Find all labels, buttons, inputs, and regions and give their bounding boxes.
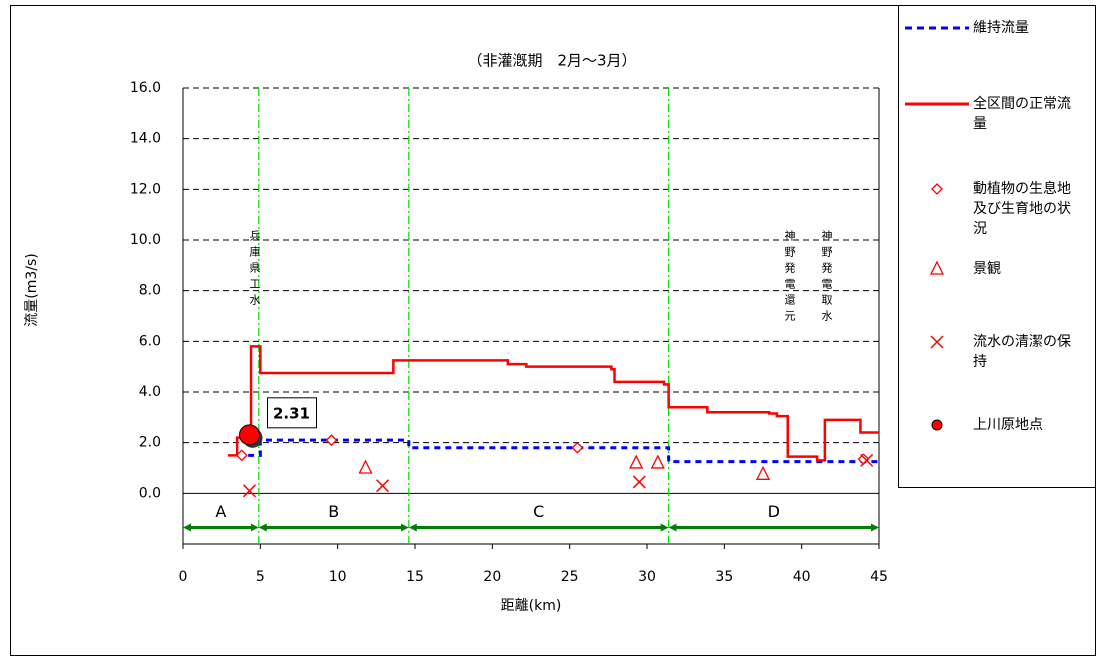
x-tick-label: 10 (329, 569, 347, 585)
x-tick-label: 0 (179, 569, 188, 585)
legend-icon (931, 419, 943, 431)
x-tick-label: 20 (483, 569, 501, 585)
annotation: 神野発電還元 (783, 230, 796, 326)
x-tick-label: 35 (715, 569, 733, 585)
y-tick-label: 8.0 (139, 283, 161, 299)
zone-label: A (215, 502, 226, 521)
legend-label: 景観 (973, 261, 1001, 277)
zone-label: D (768, 502, 780, 521)
legend: 維持流量全区間の正常流量動植物の生息地及び生育地の状況景観流水の清潔の保持上川原… (898, 5, 1096, 488)
annotation: 神野発電取水 (820, 230, 833, 326)
circle-marker (931, 419, 943, 431)
y-tick-label: 12.0 (130, 181, 161, 197)
chart-title: （非灌漑期 2月～3月） (467, 52, 636, 70)
legend-label: 上川原地点 (973, 417, 1043, 433)
x-tick-label: 5 (256, 569, 265, 585)
legend-label: 流水の清潔の保持 (973, 334, 1071, 370)
zone-label: B (328, 502, 339, 521)
legend-icon (931, 183, 943, 195)
triangle-marker (650, 454, 665, 469)
x-marker (860, 453, 874, 467)
x-marker (930, 335, 944, 349)
x-axis-label: 距離(km) (501, 597, 562, 614)
x-tick-label: 25 (561, 569, 579, 585)
data-label-box (267, 397, 318, 429)
y-tick-label: 4.0 (139, 384, 161, 400)
triangle-marker (755, 465, 771, 480)
triangle-marker (358, 459, 373, 474)
series-line (227, 345, 879, 462)
y-tick-label: 2.0 (139, 435, 161, 451)
data-label: 2.31 (273, 404, 310, 422)
diamond-marker (931, 183, 943, 195)
legend-label: 全区間の正常流量 (973, 96, 1071, 132)
triangle-marker (929, 260, 945, 275)
y-tick-label: 16.0 (130, 80, 161, 96)
legend-label: 維持流量 (973, 20, 1029, 36)
x-marker (375, 479, 390, 493)
legend-icon (905, 102, 969, 106)
x-marker (632, 475, 646, 489)
x-marker (242, 484, 257, 498)
y-axis-label: 流量(m3/s) (24, 253, 40, 326)
diamond-marker (571, 441, 584, 454)
legend-icon (930, 335, 944, 349)
zone-label: C (533, 502, 544, 521)
circle-marker (239, 424, 261, 446)
y-tick-label: 6.0 (139, 333, 161, 349)
legend-icon (929, 260, 945, 275)
legend-icon (905, 26, 969, 30)
x-tick-label: 30 (638, 569, 656, 585)
diamond-marker (325, 434, 338, 447)
legend-label: 動植物の生息地及び生育地の状況 (973, 181, 1071, 237)
y-tick-label: 14.0 (130, 131, 161, 147)
x-tick-label: 15 (406, 569, 424, 585)
annotation: 兵庫県工水 (248, 230, 261, 310)
x-tick-label: 45 (870, 569, 888, 585)
diamond-marker (235, 449, 248, 462)
x-tick-label: 40 (793, 569, 811, 585)
triangle-marker (629, 454, 644, 469)
y-tick-label: 10.0 (130, 232, 161, 248)
y-tick-label: 0.0 (139, 485, 161, 501)
series-line (237, 438, 879, 464)
